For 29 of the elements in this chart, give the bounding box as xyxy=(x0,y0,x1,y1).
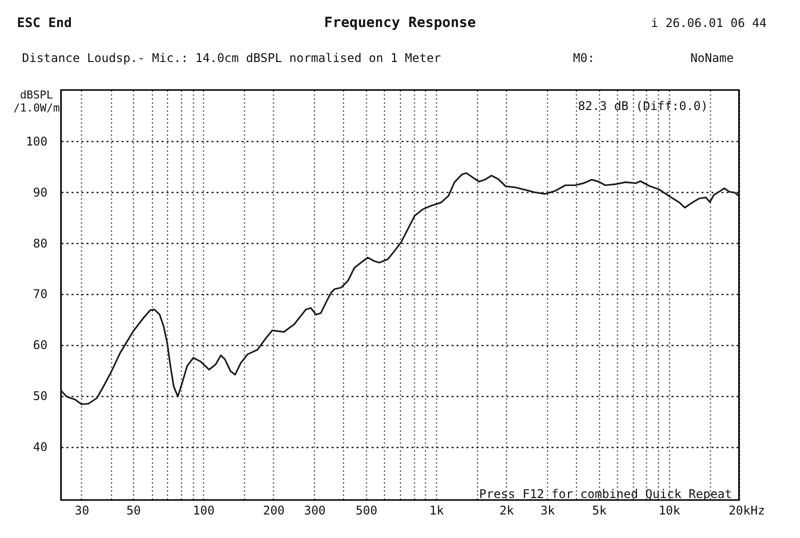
chart-title: Frequency Response xyxy=(324,15,476,31)
y-tick-label: 60 xyxy=(33,338,48,352)
y-tick-label: 100 xyxy=(26,134,48,148)
x-tick-label: 1k xyxy=(429,504,445,518)
x-tick-label: 500 xyxy=(356,504,378,518)
chart-subtitle: Distance Loudsp.- Mic.: 14.0cm dBSPL normalised on 1 Meter xyxy=(22,51,442,65)
text: ESC End xyxy=(17,16,72,31)
text: i 26.06.01 06 44 xyxy=(651,16,767,30)
x-tick-label: 30 xyxy=(74,504,90,518)
x-tick-label: 5k xyxy=(592,504,608,518)
y-axis-title: dBSPL /1.0W/m xyxy=(13,88,60,114)
text: M0: xyxy=(573,51,595,65)
text: NoName xyxy=(690,51,734,65)
y-tick-label: 40 xyxy=(33,440,48,454)
x-tick-label: 20k xyxy=(728,504,752,518)
x-tick-label: 3k xyxy=(540,504,556,518)
y-tick-label: 70 xyxy=(33,287,48,302)
x-tick-label: 2k xyxy=(499,504,515,518)
y-tick-label: 50 xyxy=(33,389,48,404)
y-tick-label: 90 xyxy=(33,185,48,200)
annotation: 82.3 dB (Diff:0.0) xyxy=(578,99,708,113)
x-tick-label: 50 xyxy=(126,504,141,518)
x-tick-label: 200 xyxy=(262,504,285,518)
x-axis-title: Hz xyxy=(750,504,765,518)
y-tick-label: 80 xyxy=(33,236,48,250)
x-tick-label: 10k xyxy=(658,504,682,518)
annotation: Press F12 for combined Quick Repeat xyxy=(479,487,732,501)
x-tick-label: 100 xyxy=(192,504,215,518)
x-tick-label: 300 xyxy=(304,504,326,518)
